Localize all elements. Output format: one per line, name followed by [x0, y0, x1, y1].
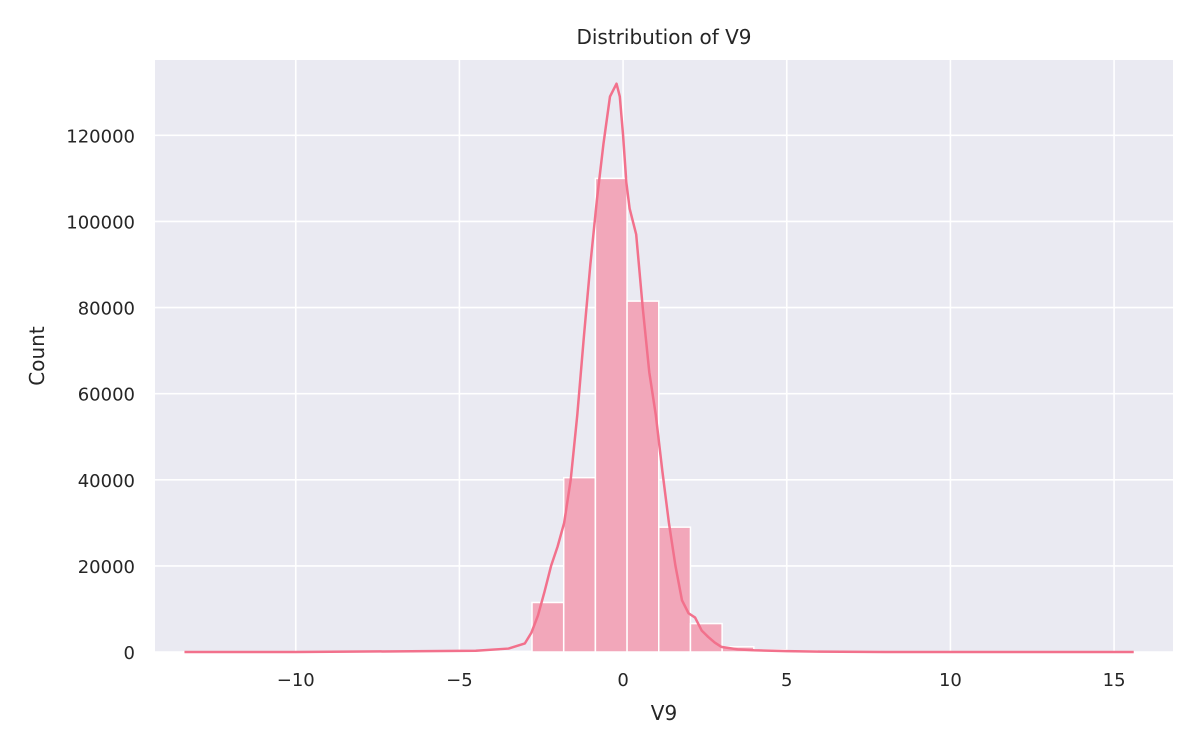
- histogram-bar: [690, 624, 722, 652]
- x-tick-label: 5: [781, 670, 792, 691]
- histogram-bar: [659, 527, 691, 652]
- y-tick-label: 20000: [78, 557, 135, 578]
- y-tick-label: 80000: [78, 299, 135, 320]
- y-tick-label: 0: [124, 643, 135, 664]
- y-tick-label: 100000: [66, 212, 135, 233]
- x-tick-label: 10: [939, 670, 962, 691]
- x-tick-label: 0: [617, 670, 628, 691]
- y-tick-labels: 0 20000 40000 60000 80000 100000 120000: [66, 126, 135, 664]
- y-tick-label: 120000: [66, 126, 135, 147]
- chart-title: Distribution of V9: [576, 25, 751, 49]
- x-axis-label: V9: [651, 701, 677, 725]
- histogram-bar: [627, 301, 659, 652]
- y-tick-label: 60000: [78, 385, 135, 406]
- y-tick-label: 40000: [78, 471, 135, 492]
- histogram-bar: [500, 651, 532, 652]
- histogram-bar: [595, 178, 627, 652]
- y-axis-label: Count: [25, 326, 49, 386]
- histogram-bar: [532, 602, 564, 652]
- x-tick-labels: −10 −5 0 5 10 15: [277, 670, 1126, 691]
- histogram-bar: [564, 478, 596, 652]
- x-tick-label: −5: [446, 670, 473, 691]
- x-tick-label: 15: [1103, 670, 1126, 691]
- x-tick-label: −10: [277, 670, 315, 691]
